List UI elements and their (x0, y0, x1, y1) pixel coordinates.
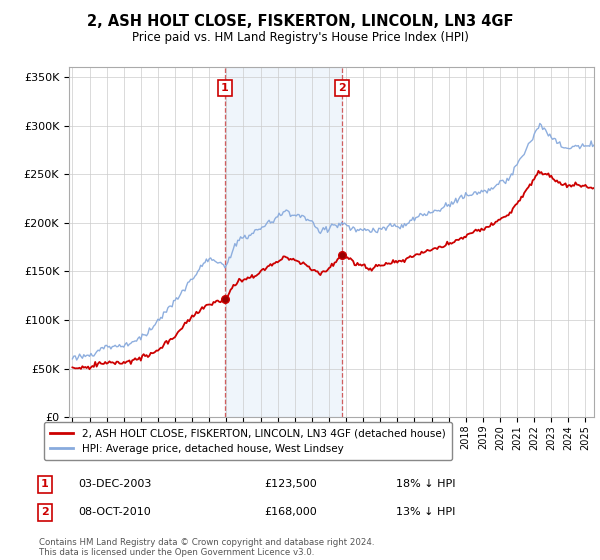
Text: Contains HM Land Registry data © Crown copyright and database right 2024.
This d: Contains HM Land Registry data © Crown c… (39, 538, 374, 557)
Bar (225, 67, 342, 417)
Text: £168,000: £168,000 (264, 507, 317, 517)
Text: 1: 1 (221, 83, 229, 93)
Text: Price paid vs. HM Land Registry's House Price Index (HPI): Price paid vs. HM Land Registry's House … (131, 31, 469, 44)
Text: 13% ↓ HPI: 13% ↓ HPI (396, 507, 455, 517)
Text: 1: 1 (41, 479, 49, 489)
Text: 08-OCT-2010: 08-OCT-2010 (78, 507, 151, 517)
Text: 18% ↓ HPI: 18% ↓ HPI (396, 479, 455, 489)
Text: £123,500: £123,500 (264, 479, 317, 489)
Text: 2: 2 (338, 83, 346, 93)
Text: 2: 2 (41, 507, 49, 517)
Text: 03-DEC-2003: 03-DEC-2003 (78, 479, 151, 489)
Legend: 2, ASH HOLT CLOSE, FISKERTON, LINCOLN, LN3 4GF (detached house), HPI: Average pr: 2, ASH HOLT CLOSE, FISKERTON, LINCOLN, L… (44, 422, 452, 460)
Text: 2, ASH HOLT CLOSE, FISKERTON, LINCOLN, LN3 4GF: 2, ASH HOLT CLOSE, FISKERTON, LINCOLN, L… (87, 14, 513, 29)
